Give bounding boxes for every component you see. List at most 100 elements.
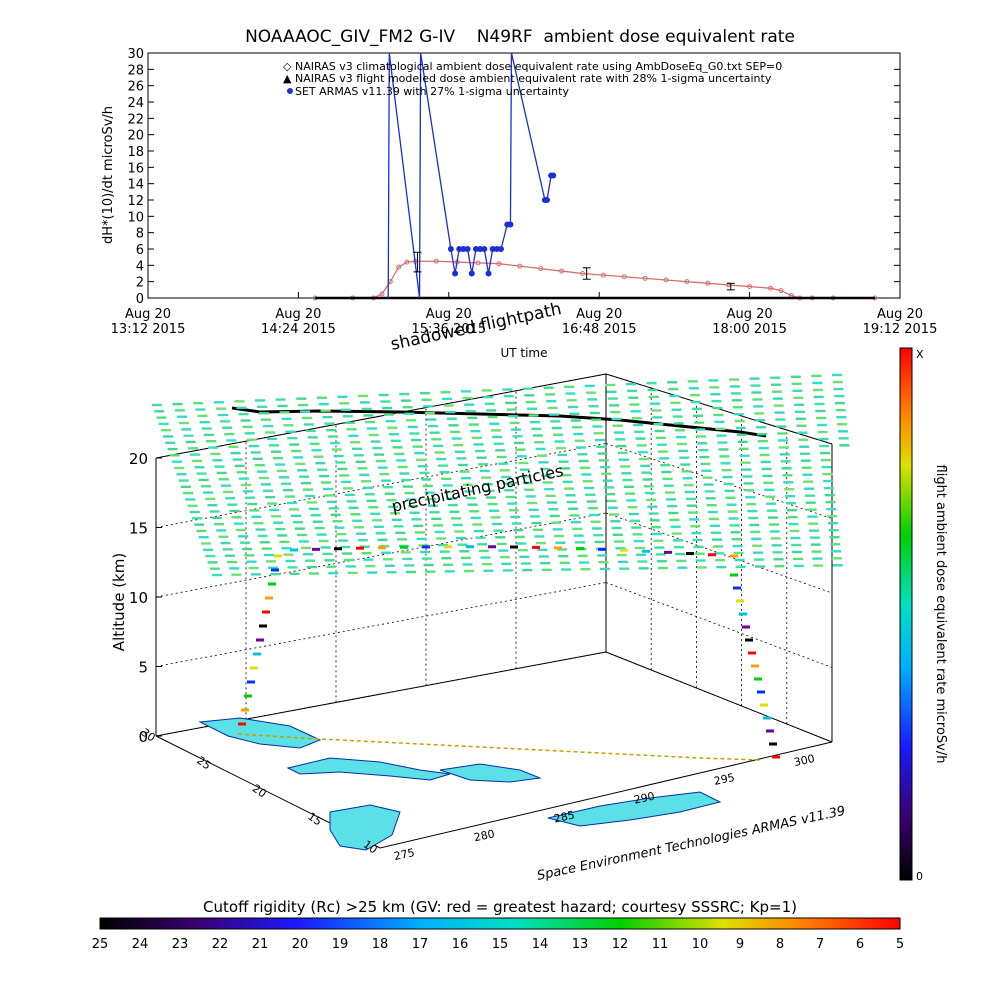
- legend-entry-nairas-climatological: ◇ NAIRAS v3 climatological ambient dose …: [283, 60, 782, 73]
- y-tick-label: 18: [127, 145, 144, 160]
- point-armas: [493, 246, 500, 252]
- lon-tick-label: 285: [553, 808, 576, 825]
- svg-text:SET ARMAS v11.39 with 27% 1-si: SET ARMAS v11.39 with 27% 1-sigma uncert…: [295, 85, 569, 98]
- x-tick-label-date: Aug 20: [125, 307, 171, 322]
- point-armas: [481, 246, 488, 252]
- x-tick-label-time: 16:48 2015: [562, 322, 637, 337]
- legend-entry-nairas-flight: ▲ NAIRAS v3 flight modeled dose ambient …: [283, 72, 772, 85]
- lon-tick-label: 300: [793, 752, 816, 769]
- z-tick-label: 10: [129, 589, 148, 607]
- map-land: [198, 717, 722, 851]
- y-tick-label: 30: [127, 47, 144, 62]
- svg-text:▲: ▲: [283, 72, 292, 85]
- colorbar-tick-label: 16: [452, 937, 469, 952]
- colorbar-tick-label: 25: [92, 937, 109, 952]
- x-tick-label-time: 18:00 2015: [712, 322, 787, 337]
- colorbar-tick-label: 11: [652, 937, 669, 952]
- colorbar-tick-label: 14: [532, 937, 549, 952]
- particle-field: [152, 373, 850, 577]
- point-nairas-climatological: [404, 259, 410, 265]
- x-tick-label-date: Aug 20: [426, 307, 472, 322]
- flight-trajectory: [237, 545, 780, 761]
- x-tick-label-time: 15:36 2015: [411, 322, 486, 337]
- y-tick-label: 4: [136, 259, 144, 274]
- svg-text:NAIRAS v3 flight modeled dose: NAIRAS v3 flight modeled dose ambient eq…: [295, 72, 772, 85]
- colorbar-tick-label: 9: [736, 937, 744, 952]
- point-nairas-climatological: [600, 272, 606, 278]
- colorbar-tick-label: 8: [776, 937, 784, 952]
- series-layer: [312, 52, 878, 301]
- colorbar-tick-label: 6: [856, 937, 864, 952]
- colorbar-tick-label: 5: [896, 937, 904, 952]
- point-armas: [456, 246, 463, 252]
- lon-tick-label: 290: [633, 790, 656, 807]
- x-tick-label-time: 19:12 2015: [863, 322, 938, 337]
- lon-tick-label: 295: [713, 771, 736, 788]
- error-bar: [582, 267, 591, 280]
- y-tick-label: 2: [136, 276, 144, 291]
- y-tick-label: 12: [127, 194, 144, 209]
- y-tick-label: 6: [136, 243, 144, 258]
- point-armas: [464, 246, 471, 252]
- point-armas: [543, 197, 550, 203]
- point-armas: [472, 246, 479, 252]
- colorbar-tick-label: 13: [572, 937, 589, 952]
- lon-axis-ticks: 275 280 285 290 295 300: [393, 752, 816, 863]
- colorbar-tick-label: 10: [692, 937, 709, 952]
- point-nairas-climatological: [379, 291, 385, 297]
- right-colorbar: X 0 flight ambient dose equivalent rate …: [899, 347, 948, 883]
- point-nairas-climatological: [642, 275, 648, 281]
- flight-3d-plot: shadowed flightpath precipitating partic…: [110, 299, 850, 884]
- right-colorbar-top-label: X: [916, 348, 924, 361]
- colorbar-tick-label: 12: [612, 937, 629, 952]
- legend: ◇ NAIRAS v3 climatological ambient dose …: [283, 60, 782, 98]
- y-tick-label: 22: [127, 112, 144, 127]
- z-tick-label: 5: [138, 659, 148, 677]
- ground-track: [237, 733, 761, 761]
- colorbar-tick-label: 22: [212, 937, 229, 952]
- lon-tick-label: 275: [393, 846, 416, 863]
- point-armas: [498, 246, 505, 252]
- point-nairas-climatological: [475, 260, 481, 266]
- particles-label: precipitating particles: [390, 461, 565, 516]
- dose-rate-chart: NOAAAOC_GIV_FM2 G-IV N49RF ambient dose …: [101, 27, 937, 360]
- colorbar-tick-label: 18: [372, 937, 389, 952]
- y-tick-label: 16: [127, 161, 144, 176]
- point-nairas-climatological: [396, 264, 402, 270]
- point-nairas-climatological: [621, 274, 627, 280]
- bottom-colorbar-ticks: 25 24 23 22 21 20 19 18 17 16 15 14 13 12 11 10 9 8 7 6 5: [92, 937, 904, 952]
- point-nairas-climatological: [559, 268, 565, 274]
- x-tick-label-date: Aug 20: [727, 307, 773, 322]
- point-nairas-climatological: [767, 285, 773, 291]
- point-armas: [447, 246, 454, 252]
- legend-entry-armas: SET ARMAS v11.39 with 27% 1-sigma uncert…: [287, 85, 569, 98]
- colorbar-tick-label: 20: [292, 937, 309, 952]
- bottom-colorbar: Cutoff rigidity (Rc) >25 km (GV: red = g…: [92, 898, 904, 952]
- point-nairas-climatological: [517, 263, 523, 269]
- point-nairas-climatological: [433, 258, 439, 264]
- y-tick-label: 26: [127, 80, 144, 95]
- point-nairas-climatological: [496, 261, 502, 267]
- error-bar: [726, 282, 735, 291]
- z-tick-label: 0: [138, 728, 148, 746]
- bottom-colorbar-label: Cutoff rigidity (Rc) >25 km (GV: red = g…: [203, 898, 797, 916]
- point-nairas-climatological: [778, 288, 784, 294]
- shadow-flightpath-line: [231, 406, 767, 438]
- right-colorbar-bottom-label: 0: [916, 870, 923, 883]
- y-tick-label: 14: [127, 178, 144, 193]
- lon-tick-label: 280: [473, 827, 496, 844]
- x-tick-label-date: Aug 20: [275, 307, 321, 322]
- x-axis-label: UT time: [500, 346, 547, 360]
- point-nairas-climatological: [684, 279, 690, 285]
- point-nairas-climatological: [579, 271, 585, 276]
- point-nairas-climatological: [705, 280, 711, 286]
- point-nairas-climatological: [747, 284, 753, 290]
- x-tick-label-date: Aug 20: [576, 307, 622, 322]
- x-tick-label-time: 14:24 2015: [261, 322, 336, 337]
- colorbar-tick-label: 15: [492, 937, 509, 952]
- point-nairas-climatological: [663, 277, 669, 283]
- point-armas: [489, 246, 496, 252]
